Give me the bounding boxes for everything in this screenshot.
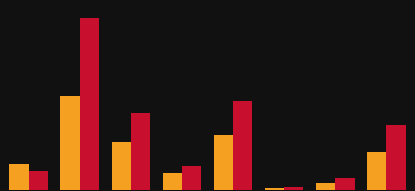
Bar — [233, 101, 252, 190]
Bar — [112, 142, 131, 190]
Bar — [80, 18, 99, 190]
Bar — [61, 96, 80, 190]
Bar — [214, 135, 233, 190]
Bar — [367, 152, 386, 190]
Bar — [182, 166, 201, 190]
Bar — [10, 164, 29, 190]
Bar — [29, 171, 48, 190]
Bar — [284, 187, 303, 190]
Bar — [386, 125, 405, 190]
Bar — [163, 173, 182, 190]
Bar — [335, 178, 354, 190]
Bar — [131, 113, 150, 190]
Bar — [316, 183, 335, 190]
Bar — [265, 188, 284, 190]
